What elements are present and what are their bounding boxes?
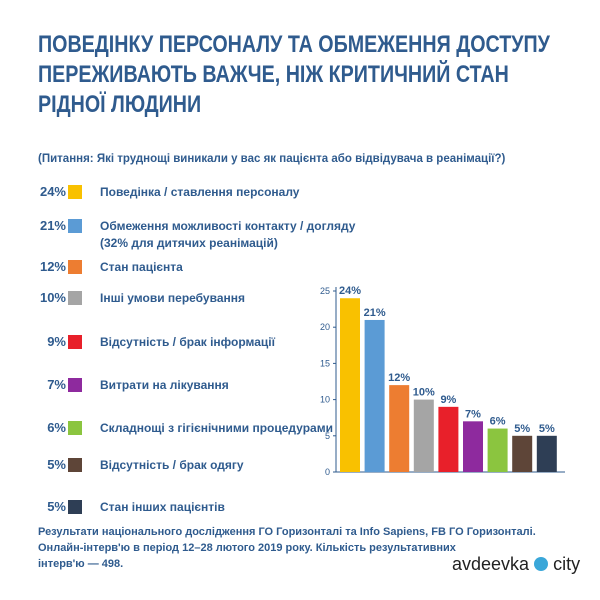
legend-swatch bbox=[68, 378, 82, 392]
legend-value: 24% bbox=[39, 184, 66, 199]
legend-swatch bbox=[68, 185, 82, 199]
title-line: ПОВЕДІНКУ ПЕРСОНАЛУ ТА ОБМЕЖЕННЯ ДОСТУПУ bbox=[38, 31, 550, 58]
legend-swatch bbox=[68, 260, 82, 274]
legend-label: Поведінка / ставлення персоналу bbox=[100, 185, 300, 199]
title-line: ПЕРЕЖИВАЮТЬ ВАЖЧЕ, НІЖ КРИТИЧНИЙ СТАН bbox=[38, 61, 509, 88]
legend-swatch bbox=[68, 335, 82, 349]
bar bbox=[487, 428, 508, 472]
legend-swatch bbox=[68, 421, 82, 435]
value-label: 5% bbox=[514, 423, 530, 435]
bar bbox=[438, 406, 459, 472]
legend-label: Відсутність / брак інформації bbox=[100, 335, 276, 349]
title-line: РІДНОЇ ЛЮДИНИ bbox=[38, 91, 202, 118]
legend-value: 6% bbox=[47, 420, 66, 435]
y-tick-label: 0 bbox=[325, 467, 330, 477]
legend-value: 5% bbox=[47, 457, 66, 472]
bar bbox=[389, 385, 410, 472]
value-label: 9% bbox=[440, 394, 456, 406]
value-label: 7% bbox=[465, 408, 481, 420]
legend-value: 9% bbox=[47, 334, 66, 349]
legend-swatch bbox=[68, 500, 82, 514]
legend-label: Стан інших пацієнтів bbox=[100, 500, 225, 514]
title: ПОВЕДІНКУ ПЕРСОНАЛУ ТА ОБМЕЖЕННЯ ДОСТУПУ… bbox=[38, 30, 550, 120]
value-label: 21% bbox=[364, 307, 386, 319]
legend-label: Відсутність / брак одягу bbox=[100, 458, 244, 472]
value-label: 10% bbox=[413, 387, 435, 399]
footer-line: інтерв'ю — 498. bbox=[38, 558, 124, 570]
legend-label: Витрати на лікування bbox=[100, 378, 229, 392]
value-label: 24% bbox=[339, 285, 361, 297]
subtitle: (Питання: Які труднощі виникали у вас як… bbox=[38, 153, 506, 165]
legend-label: Стан пацієнта bbox=[100, 260, 183, 274]
bar bbox=[512, 435, 533, 472]
bar bbox=[463, 421, 483, 472]
legend-label: Складнощі з гігієнічними процедурами bbox=[100, 421, 333, 435]
value-label: 5% bbox=[539, 423, 555, 435]
value-label: 12% bbox=[388, 372, 410, 384]
footer-line: Результати національного дослідження ГО … bbox=[38, 526, 536, 538]
bar bbox=[413, 399, 434, 472]
legend-value: 5% bbox=[47, 499, 66, 514]
legend-value: 21% bbox=[39, 218, 66, 233]
watermark-icon bbox=[534, 557, 549, 571]
y-tick-label: 20 bbox=[320, 322, 330, 332]
y-tick-label: 5 bbox=[325, 431, 330, 441]
legend-label: Інші умови перебування bbox=[100, 291, 245, 305]
y-tick-label: 10 bbox=[320, 395, 330, 405]
legend-value: 12% bbox=[39, 259, 66, 274]
legend-value: 10% bbox=[39, 290, 66, 305]
legend-value: 7% bbox=[47, 377, 66, 392]
watermark: avdeevka city bbox=[452, 554, 580, 575]
footer-line: Онлайн-інтерв'ю в період 12–28 лютого 20… bbox=[38, 542, 456, 554]
y-tick-label: 25 bbox=[320, 286, 330, 296]
bar bbox=[536, 435, 557, 472]
bar bbox=[364, 319, 385, 472]
legend-swatch bbox=[68, 291, 82, 305]
legend-swatch bbox=[68, 458, 82, 472]
y-tick-label: 15 bbox=[320, 358, 330, 368]
legend-label: Обмеження можливості контакту / догляду … bbox=[100, 219, 356, 250]
value-label: 6% bbox=[490, 416, 506, 428]
watermark-text: city bbox=[553, 554, 581, 574]
legend-swatch bbox=[68, 219, 82, 233]
watermark-text: avdeevka bbox=[452, 554, 530, 574]
footer: Результати національного дослідження ГО … bbox=[38, 524, 598, 572]
bar bbox=[340, 298, 360, 472]
